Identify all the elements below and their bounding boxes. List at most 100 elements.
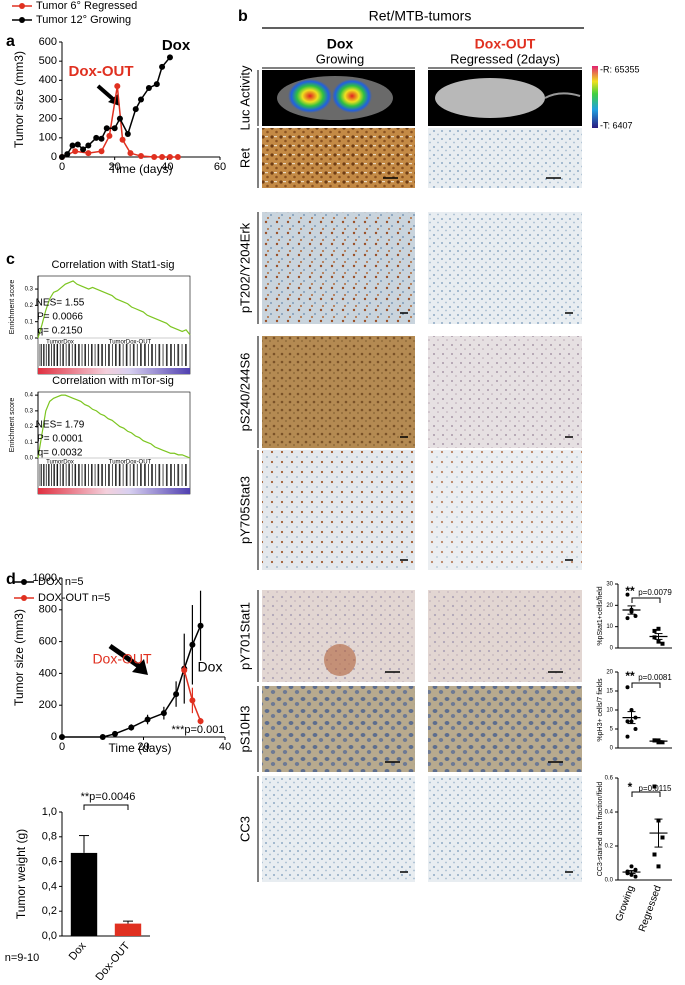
annotation: Dox	[198, 659, 223, 675]
annotation: **p=0.0046	[81, 791, 136, 803]
bar	[70, 852, 98, 936]
legend-marker	[19, 17, 25, 23]
point	[660, 835, 665, 840]
annotation: TumorDox	[46, 460, 74, 466]
point	[652, 635, 657, 640]
point	[153, 81, 160, 88]
point	[74, 141, 81, 148]
x-tick-label: 40	[219, 741, 231, 753]
sig-bracket	[631, 682, 661, 688]
annotation: Dox	[162, 37, 191, 54]
arrow-head	[132, 659, 148, 675]
ihc-image	[428, 336, 582, 448]
row-label: Luc Activity	[237, 65, 252, 131]
x-axis-label: Time (days)	[110, 162, 173, 176]
point	[132, 106, 139, 113]
point	[59, 154, 65, 160]
y-axis-label: Tumor weight (g)	[14, 829, 28, 919]
point	[111, 125, 118, 132]
legend-label: Tumor 6° Regressed	[36, 0, 137, 12]
point	[144, 716, 151, 723]
column-state: Regressed (2days)	[450, 51, 560, 66]
row-label: CC3	[237, 816, 252, 842]
ihc-image	[428, 776, 582, 882]
row-label: pS10H3	[237, 706, 252, 753]
point	[652, 852, 657, 857]
x-tick-label: 20	[109, 161, 121, 173]
point	[174, 154, 181, 160]
legend-marker	[19, 3, 25, 9]
y-tick-label: 5	[610, 727, 614, 733]
y-tick-label: 20	[606, 603, 613, 609]
y-axis-label: Tumor size (mm3)	[12, 609, 26, 706]
annotation: p=0.0079	[638, 588, 672, 597]
y-tick-label: 500	[39, 55, 57, 67]
y-tick-label: 10	[606, 708, 613, 714]
point	[197, 718, 204, 725]
y-tick-label: 0.1	[25, 319, 34, 325]
y-tick-label: 300	[39, 93, 57, 105]
point	[98, 148, 105, 155]
y-tick-label: 1000	[33, 572, 57, 584]
point	[127, 150, 134, 157]
point	[189, 697, 196, 704]
point	[119, 136, 126, 143]
ihc-image	[428, 212, 582, 324]
x-tick-label: Dox	[67, 940, 89, 963]
y-tick-label: 100	[39, 132, 57, 144]
chart-title: Correlation with Stat1-sig	[52, 259, 175, 271]
point	[166, 154, 173, 160]
scale-bars	[383, 177, 573, 873]
point	[69, 142, 76, 149]
point	[128, 724, 135, 731]
arrow-head	[108, 94, 120, 106]
y-tick-label: 0,8	[42, 831, 57, 843]
y-axis-label: Enrichment score	[9, 398, 16, 453]
stain	[324, 644, 356, 676]
y-tick-label: 20	[606, 670, 613, 676]
y-tick-label: 600	[39, 36, 57, 48]
row-label: Ret	[237, 147, 252, 168]
annotation: p=0.0115	[639, 784, 673, 793]
annotation: P= 0.0066	[37, 312, 83, 323]
ihc-image	[262, 776, 415, 882]
ihc-image	[262, 336, 415, 448]
point	[106, 132, 113, 139]
point	[652, 628, 657, 633]
point	[160, 710, 167, 717]
y-tick-label: 0.0	[25, 336, 34, 342]
series-line	[37, 280, 191, 339]
point	[625, 592, 630, 597]
point	[625, 685, 630, 690]
panel-label: a	[6, 33, 15, 50]
y-tick-label: 30	[606, 582, 613, 588]
arrow	[96, 84, 116, 102]
ihc-image	[262, 450, 415, 570]
y-tick-label: 400	[39, 667, 57, 679]
point	[103, 125, 110, 132]
panel-label: c	[6, 251, 15, 268]
point	[72, 148, 79, 155]
annotation: NES= 1.79	[36, 420, 85, 431]
annotation: Dox-OUT	[92, 651, 152, 667]
y-axis-label: Enrichment score	[9, 280, 16, 335]
rank-band	[38, 368, 190, 374]
annotation: TumorDox	[46, 340, 74, 346]
point	[138, 96, 144, 103]
x-tick-label: 60	[214, 161, 226, 173]
legend-label: DOX n=5	[38, 576, 84, 588]
y-tick-label: 1,0	[42, 806, 57, 818]
y-tick-label: 200	[39, 699, 57, 711]
ihc-image	[428, 128, 582, 188]
point	[159, 154, 166, 160]
y-tick-label: 0	[610, 746, 614, 752]
y-tick-label: 400	[39, 74, 57, 86]
point	[64, 151, 71, 158]
y-axis-label: CC3-stained area fraction/field	[597, 782, 604, 877]
point	[656, 740, 661, 745]
point	[629, 708, 634, 712]
y-tick-label: 15	[606, 689, 613, 695]
legend-label: Tumor 12° Growing	[36, 14, 131, 26]
